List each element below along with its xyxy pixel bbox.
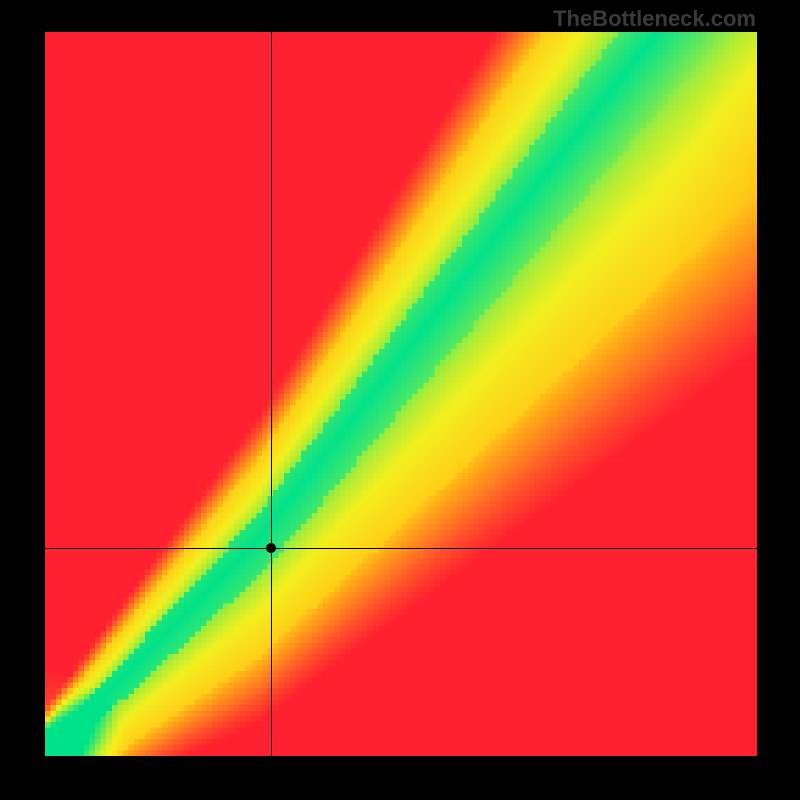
crosshair-horizontal [45, 548, 757, 549]
heatmap-plot [45, 32, 757, 756]
data-point-marker [266, 543, 276, 553]
heatmap-canvas [45, 32, 757, 756]
crosshair-vertical [271, 32, 272, 756]
watermark-text: TheBottleneck.com [553, 6, 756, 32]
